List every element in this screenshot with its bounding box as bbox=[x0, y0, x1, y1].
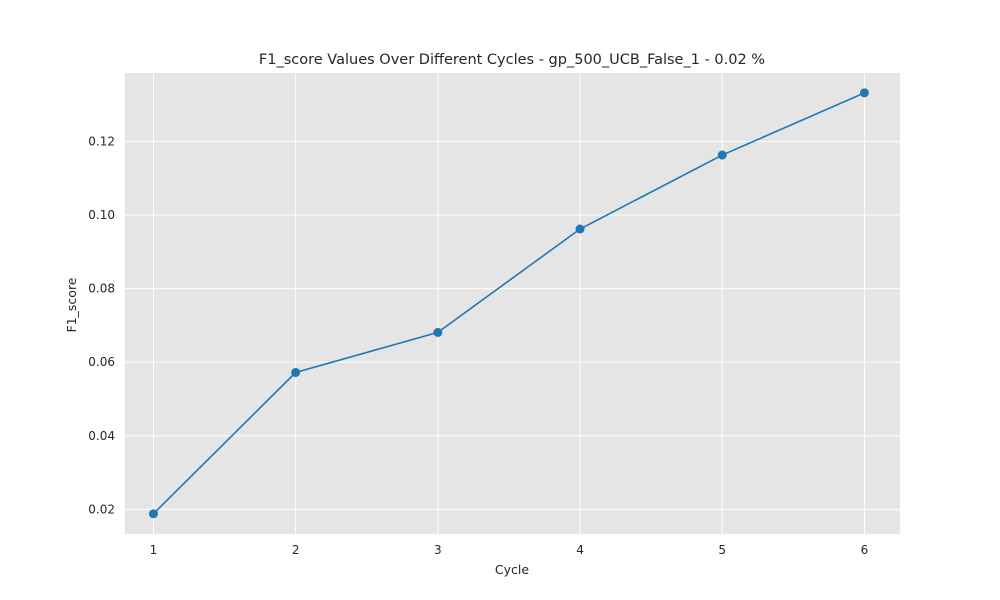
data-point bbox=[148, 509, 158, 519]
data-point bbox=[859, 88, 869, 98]
data-point bbox=[575, 224, 585, 234]
grid bbox=[125, 73, 900, 534]
y-tick-label: 0.12 bbox=[88, 134, 115, 148]
x-tick-label: 6 bbox=[861, 543, 869, 557]
y-tick-label: 0.04 bbox=[88, 429, 115, 443]
x-axis-ticks: 1 2 3 4 5 6 bbox=[150, 543, 869, 557]
y-tick-label: 0.10 bbox=[88, 208, 115, 222]
plot-area bbox=[125, 73, 900, 534]
x-tick-label: 3 bbox=[434, 543, 442, 557]
y-tick-label: 0.08 bbox=[88, 282, 115, 296]
data-point bbox=[433, 327, 443, 337]
y-axis-ticks: 0.02 0.04 0.06 0.08 0.10 0.12 bbox=[88, 134, 115, 516]
x-tick-label: 4 bbox=[576, 543, 584, 557]
series-layer bbox=[148, 88, 869, 519]
x-tick-label: 2 bbox=[292, 543, 300, 557]
data-point bbox=[717, 150, 727, 160]
series-line bbox=[152, 92, 865, 515]
y-tick-label: 0.02 bbox=[88, 502, 115, 516]
y-tick-label: 0.06 bbox=[88, 355, 115, 369]
x-tick-label: 1 bbox=[150, 543, 158, 557]
data-point bbox=[291, 367, 301, 377]
x-axis-label: Cycle bbox=[495, 562, 529, 577]
chart-title: F1_score Values Over Different Cycles - … bbox=[259, 52, 765, 68]
y-axis-label: F1_score bbox=[64, 277, 79, 332]
x-tick-label: 5 bbox=[718, 543, 726, 557]
